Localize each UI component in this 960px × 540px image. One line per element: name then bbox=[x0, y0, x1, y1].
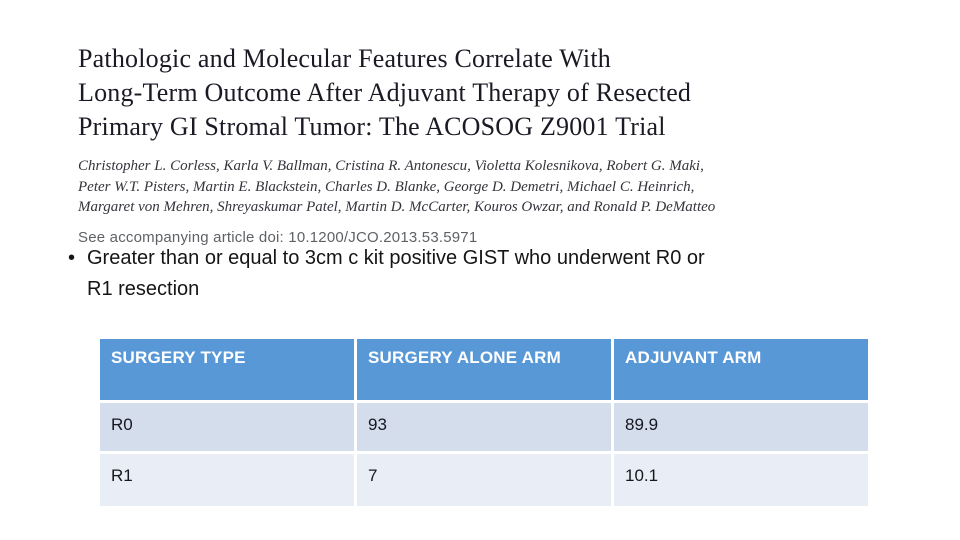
paper-authors-line: Christopher L. Corless, Karla V. Ballman… bbox=[78, 158, 704, 174]
paper-title-line: Pathologic and Molecular Features Correl… bbox=[78, 44, 611, 73]
header-cell-adjuvant-arm: ADJUVANT ARM bbox=[614, 339, 868, 400]
table-cell-adjuvant-arm: 89.9 bbox=[614, 403, 868, 451]
paper-authors: Christopher L. Corless, Karla V. Ballman… bbox=[78, 156, 838, 218]
header-cell-surgery-type: SURGERY TYPE bbox=[100, 339, 354, 400]
bullet-text-line: Greater than or equal to 3cm c kit posit… bbox=[87, 247, 705, 269]
paper-header-clipping: Pathologic and Molecular Features Correl… bbox=[78, 42, 838, 246]
bullet-marker: • bbox=[68, 247, 76, 269]
table-cell-surgery-alone-arm: 7 bbox=[357, 454, 611, 506]
paper-authors-line: Peter W.T. Pisters, Martin E. Blackstein… bbox=[78, 178, 695, 195]
table-cell-surgery-alone-arm: 93 bbox=[357, 403, 611, 451]
paper-title-line: Long-Term Outcome After Adjuvant Therapy… bbox=[78, 78, 692, 107]
header-cell-surgery-alone-arm: SURGERY ALONE ARM bbox=[357, 339, 611, 400]
paper-authors-line: Margaret von Mehren, Shreyaskumar Patel,… bbox=[78, 199, 716, 215]
bullet-list: • Greater than or equal to 3cm c kit pos… bbox=[68, 243, 705, 305]
table-cell-adjuvant-arm: 10.1 bbox=[614, 454, 868, 506]
paper-title: Pathologic and Molecular Features Correl… bbox=[78, 42, 838, 144]
paper-doi-note: See accompanying article doi: 10.1200/JC… bbox=[78, 228, 478, 246]
bullet-item: • Greater than or equal to 3cm c kit pos… bbox=[68, 243, 705, 305]
table-cell-surgery-type: R0 bbox=[100, 403, 354, 451]
bullet-text-line: R1 resection bbox=[87, 278, 200, 300]
paper-title-line: Primary GI Stromal Tumor: The ACOSOG Z90… bbox=[78, 112, 666, 141]
table-cell-surgery-type: R1 bbox=[100, 454, 354, 506]
summary-table: SURGERY TYPE SURGERY ALONE ARM ADJUVANT … bbox=[100, 339, 868, 506]
